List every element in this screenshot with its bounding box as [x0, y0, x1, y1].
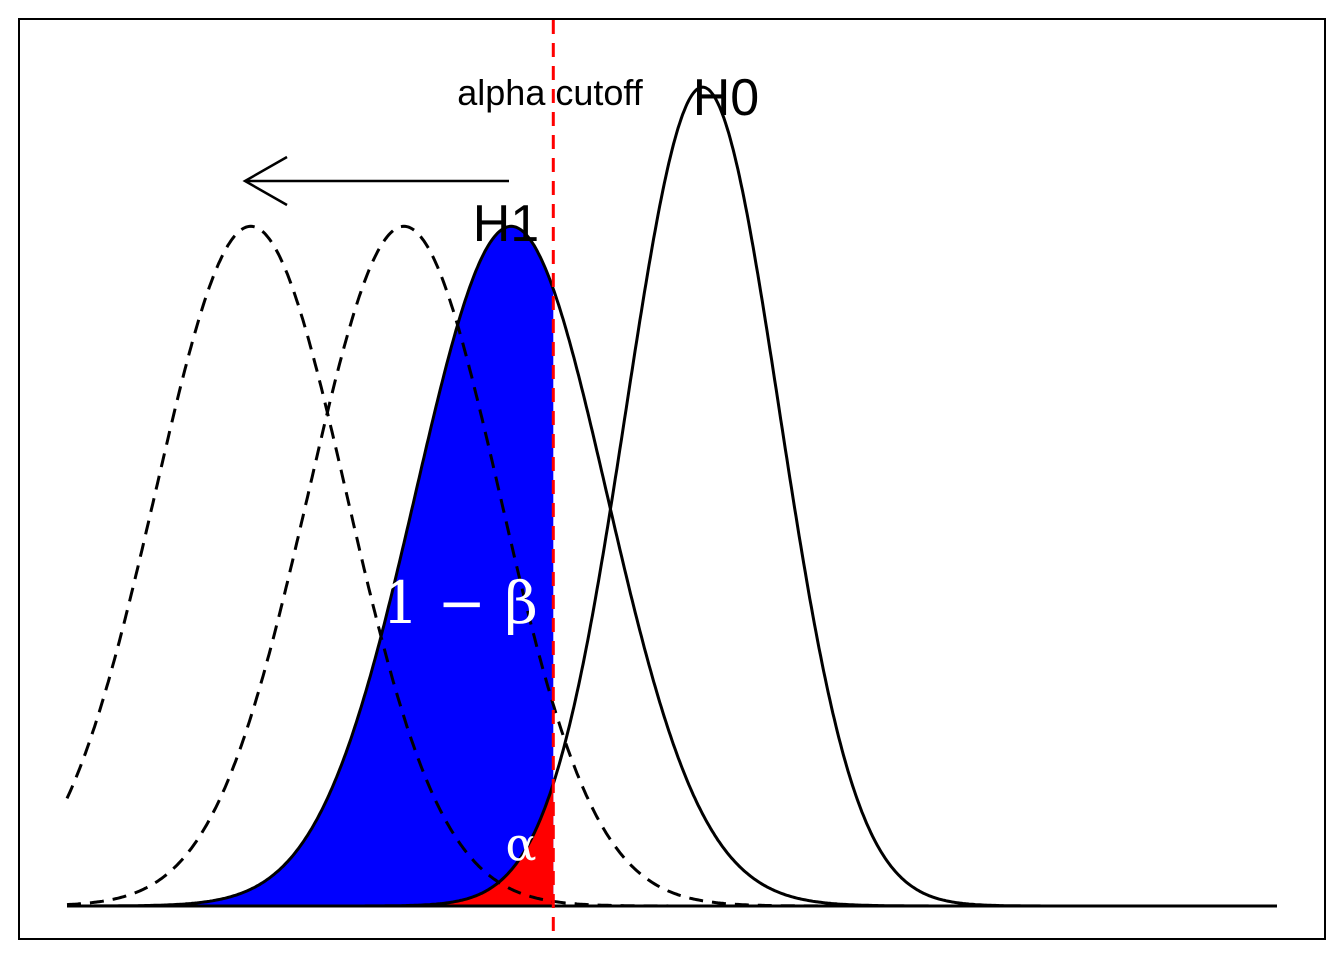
power-label: 1 − β [382, 569, 538, 637]
shift-arrow [242, 155, 509, 207]
alpha-area [67, 783, 554, 906]
plot-frame [18, 18, 1326, 940]
shift-arrow-head [242, 155, 288, 207]
shifted-h1-curve-near [66, 224, 1277, 908]
power-area [67, 226, 554, 907]
alpha-cutoff-label: alpha cutoff [457, 72, 643, 113]
shifted-h1-curve-far [65, 224, 1277, 908]
h0-curve [67, 85, 1277, 908]
h0-label: H0 [693, 69, 759, 127]
alpha-label: α [505, 817, 536, 871]
h1-curve [67, 224, 1277, 908]
h1-label: H1 [473, 195, 539, 253]
